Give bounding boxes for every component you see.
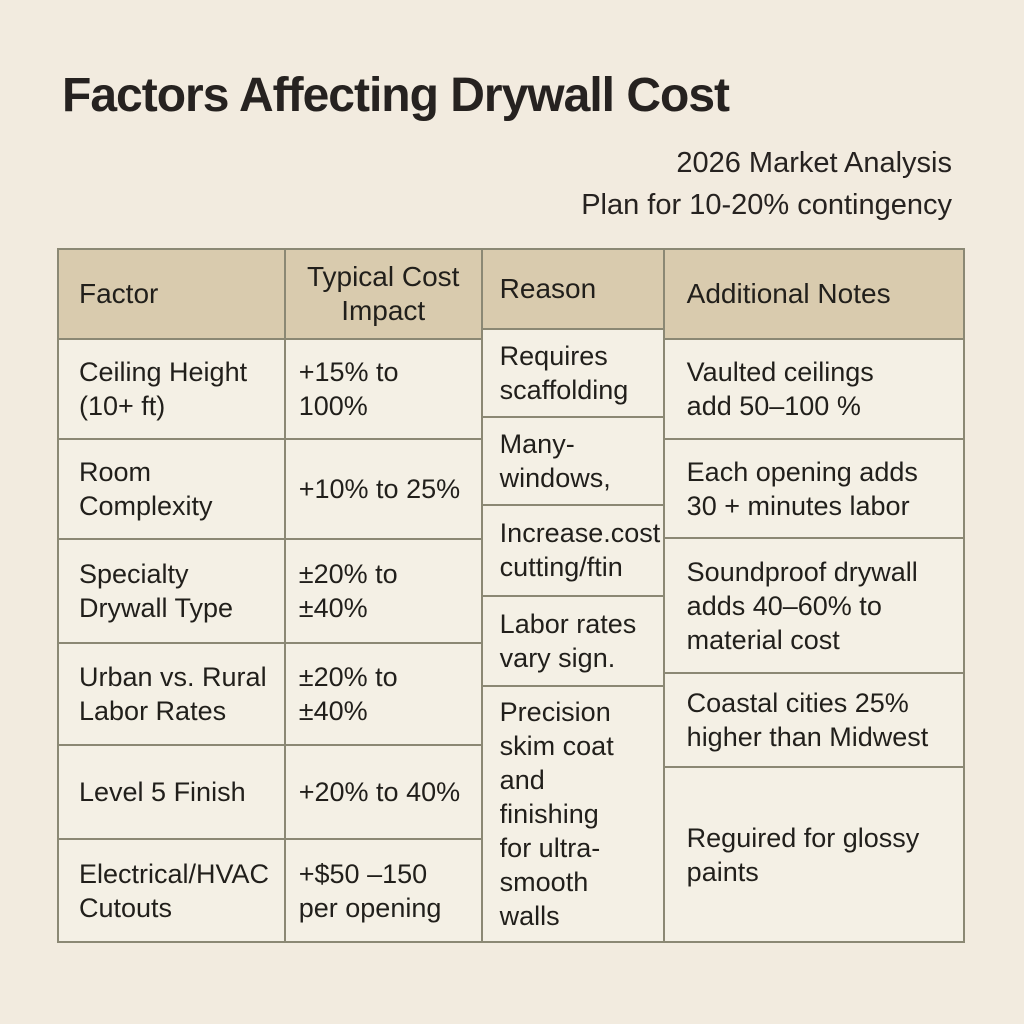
cell-impact-electrical-hvac: +$50 –150 per opening: [285, 840, 481, 941]
column-reason: Reason Requires scaffolding Many- window…: [482, 250, 665, 941]
subtitle-line-market: 2026 Market Analysis: [676, 147, 952, 179]
cell-factor-specialty-drywall: Specialty Drywall Type: [59, 540, 284, 644]
cell-reason-increase-cost: Increase.cost cutting/ftin: [482, 505, 663, 598]
column-additional-notes: Additional Notes Vaulted ceilings add 50…: [664, 250, 964, 941]
cell-factor-urban-rural: Urban vs. Rural Labor Rates: [59, 644, 284, 746]
column-typical-cost-impact: Typical Cost Impact +15% to 100% +10% to…: [285, 250, 483, 941]
cell-notes-each-opening: Each opening adds 30 + minutes labor: [664, 440, 964, 539]
cell-reason-labor-rates: Labor rates vary sign.: [482, 597, 663, 687]
cell-impact-urban-rural: ±20% to ±40%: [285, 644, 481, 746]
subtitle-line-contingency: Plan for 10-20% contingency: [581, 189, 952, 221]
column-header-impact: Typical Cost Impact: [285, 250, 481, 340]
cell-factor-level5-finish: Level 5 Finish: [59, 746, 284, 840]
column-header-reason: Reason: [482, 250, 663, 330]
cell-notes-soundproof: Soundproof drywall adds 40–60% to materi…: [664, 539, 964, 674]
column-header-notes: Additional Notes: [664, 250, 964, 340]
cell-factor-room-complexity: Room Complexity: [59, 440, 284, 540]
cell-reason-scaffolding: Requires scaffolding: [482, 329, 663, 418]
cell-notes-coastal-cities: Coastal cities 25% higher than Midwest: [664, 674, 964, 768]
cell-impact-level5-finish: +20% to 40%: [285, 746, 481, 840]
cell-impact-ceiling-height: +15% to 100%: [285, 340, 481, 440]
cell-impact-room-complexity: +10% to 25%: [285, 440, 481, 540]
cell-notes-glossy-paints: Reguired for glossy paints: [664, 768, 964, 941]
cell-impact-specialty-drywall: ±20% to ±40%: [285, 540, 481, 644]
cell-notes-vaulted-ceilings: Vaulted ceilings add 50–100 %: [664, 340, 964, 440]
cell-reason-many-windows: Many- windows,: [482, 417, 663, 506]
column-factor: Factor Ceiling Height (10+ ft) Room Comp…: [59, 250, 286, 941]
page-title: Factors Affecting Drywall Cost: [62, 69, 730, 122]
cell-reason-precision-skim-coat: Precision skim coat and finishing for ul…: [482, 686, 663, 941]
cell-factor-electrical-hvac: Electrical/HVAC Cutouts: [59, 840, 284, 941]
drywall-cost-table: Factor Ceiling Height (10+ ft) Room Comp…: [57, 248, 965, 943]
subtitle-block: 2026 Market Analysis Plan for 10-20% con…: [581, 142, 952, 226]
column-header-factor: Factor: [59, 250, 284, 340]
cell-factor-ceiling-height: Ceiling Height (10+ ft): [59, 340, 284, 440]
